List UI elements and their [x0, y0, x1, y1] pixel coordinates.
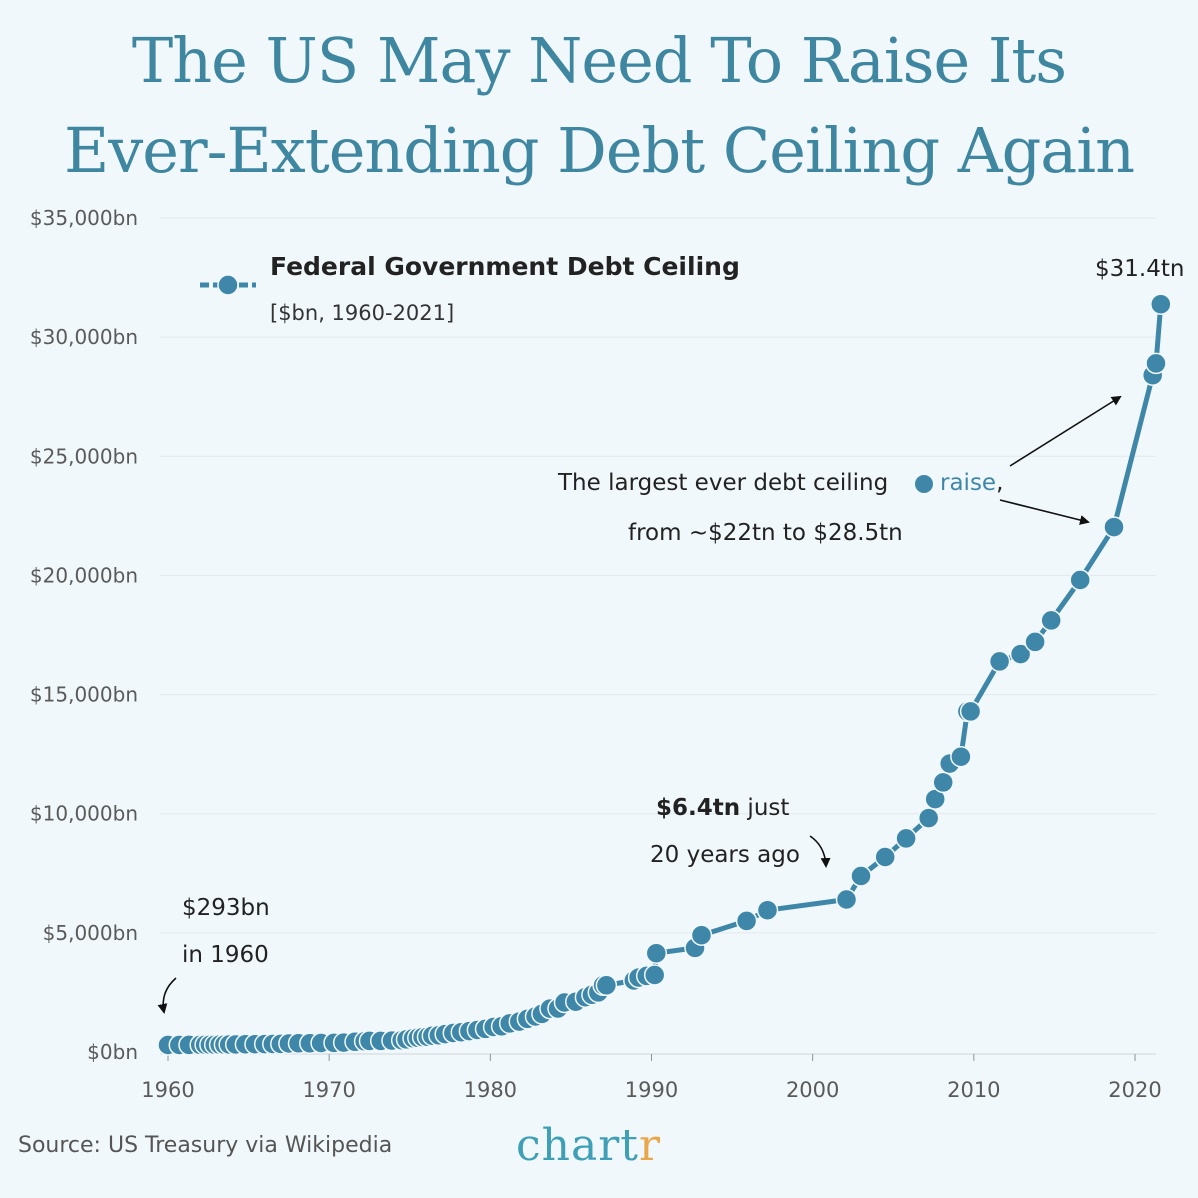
annotation-mid-arrow-icon	[809, 835, 831, 868]
data-point	[1150, 293, 1172, 315]
y-tick-label: $5,000bn	[43, 921, 138, 945]
y-tick-label: $0bn	[87, 1040, 138, 1064]
data-point	[895, 827, 917, 850]
annotation-start-year: in 1960	[182, 942, 269, 968]
annotation-largest-word: raise	[940, 470, 996, 496]
x-tick-label: 2000	[786, 1078, 839, 1102]
data-point	[932, 771, 954, 794]
x-tick-label: 1970	[302, 1078, 355, 1102]
x-tick-label: 1980	[464, 1078, 517, 1102]
annotation-largest-line1: The largest ever debt ceiling	[557, 470, 888, 496]
data-point	[850, 865, 872, 887]
annotation-largest-dot-icon	[915, 475, 933, 493]
chart-title-line-2: Ever-Extending Debt Ceiling Again	[63, 114, 1135, 187]
brand-logo-main: chart	[516, 1120, 639, 1171]
annotation-largest-comma: ,	[996, 470, 1003, 496]
legend: Federal Government Debt Ceiling [$bn, 19…	[200, 252, 740, 325]
data-point	[1009, 643, 1032, 665]
x-tick-label: 2010	[947, 1078, 1000, 1102]
data-point	[1069, 569, 1091, 591]
x-tick-label: 1960	[141, 1078, 194, 1102]
brand-logo: chartr	[516, 1120, 661, 1171]
legend-subtitle: [$bn, 1960-2021]	[270, 301, 454, 325]
legend-title: Federal Government Debt Ceiling	[270, 252, 740, 281]
annotation-mid-value: $6.4tn	[656, 795, 740, 821]
annotation-mid: $6.4tn just 20 years ago	[650, 795, 831, 868]
annotation-largest: The largest ever debt ceiling raise, fro…	[557, 395, 1122, 546]
y-tick-label: $15,000bn	[30, 683, 138, 707]
annotation-largest-arrow-up-icon	[1009, 395, 1122, 467]
data-point	[1145, 352, 1167, 375]
annotation-mid-line2: 20 years ago	[650, 842, 800, 868]
data-point	[756, 899, 779, 921]
data-point	[1040, 609, 1062, 632]
data-point	[917, 807, 940, 829]
data-point	[690, 924, 713, 946]
data-point	[835, 888, 858, 911]
data-point	[1024, 631, 1046, 653]
y-tick-label: $10,000bn	[30, 802, 138, 826]
annotation-mid-text: just	[740, 795, 789, 821]
x-tick-label: 2020	[1108, 1078, 1161, 1102]
data-point	[959, 700, 982, 723]
annotation-largest-line2: from ~$22tn to $28.5tn	[628, 520, 903, 546]
data-point	[735, 910, 758, 932]
annotation-start-arrow-icon	[157, 977, 177, 1014]
svg-text:$6.4tn just: $6.4tn just	[656, 795, 789, 821]
source-note: Source: US Treasury via Wikipedia	[18, 1133, 393, 1158]
x-tick-label: 1990	[625, 1078, 678, 1102]
y-tick-label: $30,000bn	[30, 325, 138, 349]
data-point	[595, 974, 618, 997]
y-tick-label: $20,000bn	[30, 563, 138, 587]
legend-marker-icon	[217, 274, 239, 296]
annotation-start-value: $293bn	[182, 895, 270, 921]
annotation-end-value: $31.4tn	[1095, 256, 1184, 282]
data-point	[645, 942, 668, 964]
data-point	[874, 846, 896, 868]
annotation-largest-arrow-right-icon	[999, 499, 1090, 525]
data-point	[643, 964, 666, 986]
svg-text:raise,: raise,	[940, 470, 1003, 496]
series-line	[165, 301, 1164, 1048]
chart-title-line-1: The US May Need To Raise Its	[131, 24, 1067, 97]
y-tick-label: $35,000bn	[30, 206, 138, 230]
annotation-start: $293bn in 1960	[157, 895, 270, 1014]
brand-logo-accent: r	[638, 1120, 661, 1171]
y-tick-label: $25,000bn	[30, 444, 138, 468]
data-point	[988, 650, 1011, 673]
data-point	[1103, 516, 1125, 538]
data-point	[950, 745, 972, 768]
